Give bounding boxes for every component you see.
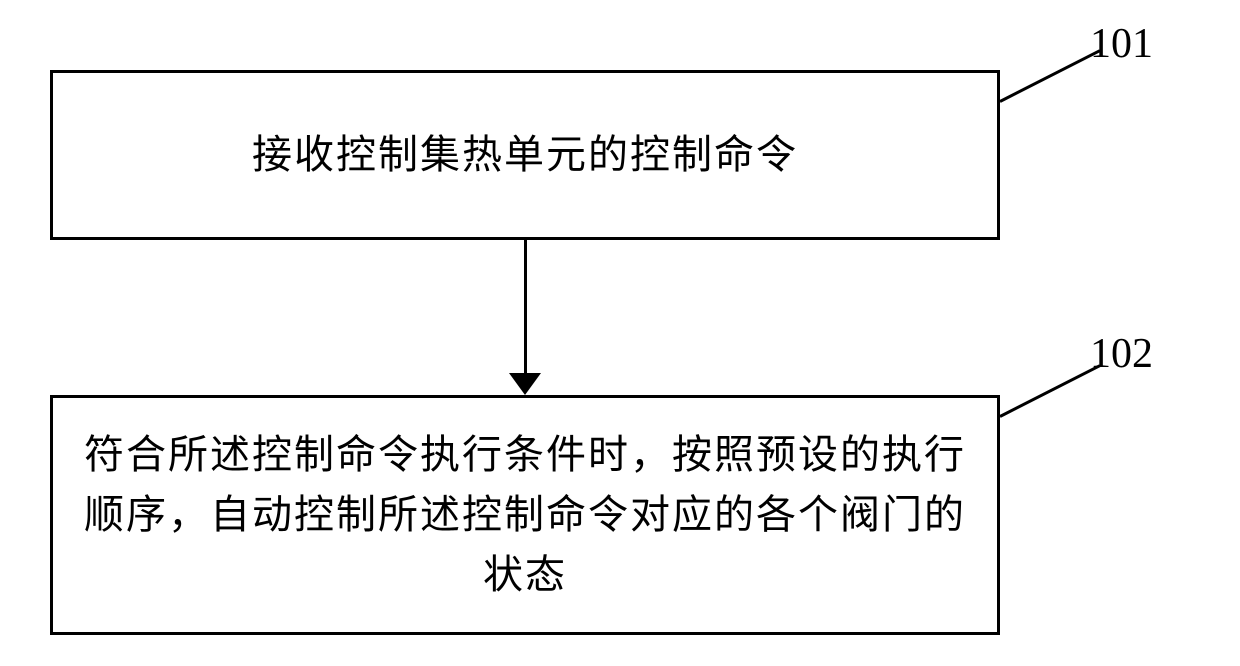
step-2-text: 符合所述控制命令执行条件时，按照预设的执行顺序，自动控制所述控制命令对应的各个阀…	[53, 415, 997, 615]
callout-line-1	[999, 49, 1100, 103]
flowchart-step-2: 符合所述控制命令执行条件时，按照预设的执行顺序，自动控制所述控制命令对应的各个阀…	[50, 395, 1000, 635]
step-2-label: 102	[1090, 330, 1153, 378]
arrow-1-head	[509, 373, 541, 395]
step-1-text: 接收控制集热单元的控制命令	[222, 115, 828, 195]
arrow-1-line	[524, 240, 527, 375]
step-1-label: 101	[1090, 20, 1153, 68]
callout-line-2	[999, 364, 1100, 418]
flowchart-container: 接收控制集热单元的控制命令 101 符合所述控制命令执行条件时，按照预设的执行顺…	[0, 0, 1240, 666]
flowchart-step-1: 接收控制集热单元的控制命令	[50, 70, 1000, 240]
